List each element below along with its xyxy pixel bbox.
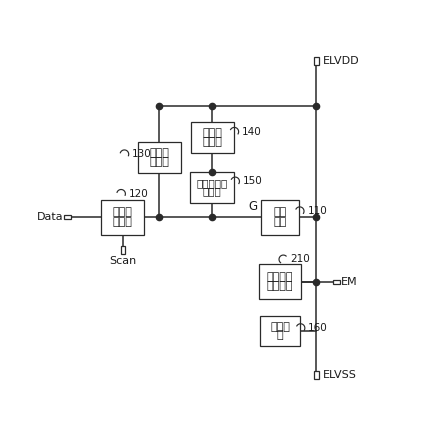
Bar — [138, 142, 181, 173]
Text: 数据写: 数据写 — [113, 207, 132, 218]
Text: 第一存: 第一存 — [149, 148, 169, 158]
Text: 块: 块 — [277, 330, 284, 341]
Bar — [259, 264, 301, 299]
Text: 控制模块: 控制模块 — [267, 281, 293, 292]
Text: Data: Data — [36, 212, 63, 222]
Bar — [120, 246, 125, 254]
Text: 第二存: 第二存 — [202, 129, 222, 138]
Text: 120: 120 — [128, 189, 148, 199]
Text: 150: 150 — [242, 176, 262, 186]
Bar — [260, 316, 300, 346]
Text: ELVDD: ELVDD — [323, 56, 360, 66]
Text: G: G — [248, 200, 257, 212]
Text: Scan: Scan — [109, 256, 136, 266]
Text: 160: 160 — [308, 323, 327, 333]
Text: 110: 110 — [308, 206, 328, 216]
Text: 第一发光控: 第一发光控 — [197, 178, 228, 188]
Bar — [314, 371, 319, 379]
Text: 储模块: 储模块 — [202, 137, 222, 147]
Bar — [314, 57, 319, 65]
Text: 130: 130 — [132, 149, 152, 159]
Text: 入模块: 入模块 — [113, 217, 132, 227]
Text: ELVSS: ELVSS — [323, 370, 357, 380]
Text: 第二发光: 第二发光 — [267, 272, 293, 282]
Bar — [333, 280, 340, 284]
Bar — [190, 122, 233, 154]
Text: 140: 140 — [241, 127, 261, 137]
Bar — [190, 172, 234, 203]
Text: 储模块: 储模块 — [149, 157, 169, 167]
Bar — [261, 200, 299, 234]
Text: 210: 210 — [290, 255, 310, 264]
Text: 发光模: 发光模 — [270, 322, 290, 332]
Text: 模块: 模块 — [273, 217, 287, 227]
Text: 制模块: 制模块 — [203, 187, 222, 197]
Bar — [64, 215, 71, 219]
Bar — [101, 200, 144, 234]
Text: EM: EM — [341, 277, 358, 287]
Text: 驱动: 驱动 — [273, 207, 287, 218]
